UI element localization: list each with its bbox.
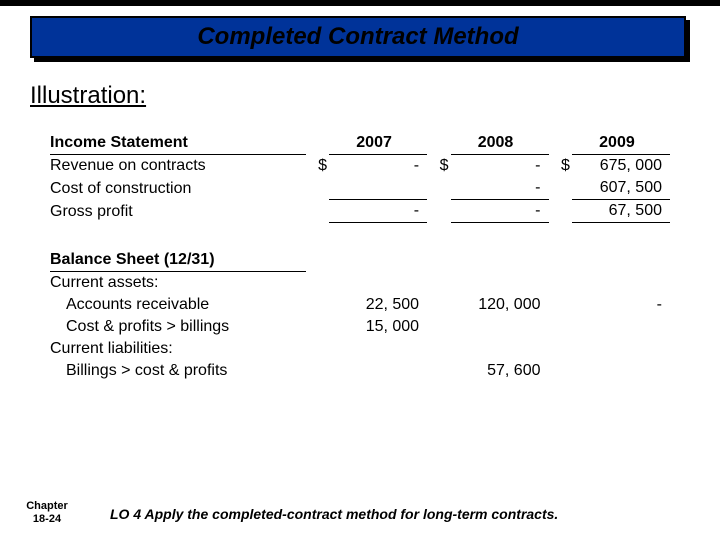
label-cpbill: Cost & profits > billings — [50, 316, 306, 338]
val-cpbill-2 — [451, 316, 549, 338]
val-ar-3: - — [572, 294, 670, 316]
val-cost-1 — [329, 177, 427, 200]
cur-rev-2: $ — [427, 155, 450, 178]
label-revenue: Revenue on contracts — [50, 155, 306, 178]
label-gross: Gross profit — [50, 200, 306, 223]
row-current-assets: Current assets: — [50, 271, 670, 294]
year-2009: 2009 — [572, 132, 670, 155]
income-heading: Income Statement — [50, 132, 306, 155]
row-cpbill: Cost & profits > billings 15, 000 — [50, 316, 670, 338]
label-cost: Cost of construction — [50, 177, 306, 200]
year-2008: 2008 — [451, 132, 549, 155]
row-billcp: Billings > cost & profits 57, 600 — [50, 360, 670, 382]
val-rev-3: 675, 000 — [572, 155, 670, 178]
cur-rev-3: $ — [549, 155, 572, 178]
learning-objective: LO 4 Apply the completed-contract method… — [110, 506, 558, 522]
cur-rev-1: $ — [306, 155, 329, 178]
val-gross-2: - — [451, 200, 549, 223]
val-gross-1: - — [329, 200, 427, 223]
illustration-label: Illustration: — [30, 82, 146, 110]
year-2007: 2007 — [329, 132, 427, 155]
financial-table: Income Statement 2007 2008 2009 Revenue … — [50, 132, 670, 382]
val-cost-3: 607, 500 — [572, 177, 670, 200]
row-gross: Gross profit - - 67, 500 — [50, 200, 670, 223]
title-banner: Completed Contract Method — [30, 16, 686, 58]
chapter-num: 18-24 — [33, 513, 61, 525]
val-ar-2: 120, 000 — [451, 294, 549, 316]
chapter-label: Chapter 18-24 — [20, 500, 74, 526]
val-ar-1: 22, 500 — [329, 294, 427, 316]
val-cpbill-3 — [572, 316, 670, 338]
row-current-liab: Current liabilities: — [50, 338, 670, 360]
header-row: Income Statement 2007 2008 2009 — [50, 132, 670, 155]
label-billcp: Billings > cost & profits — [50, 360, 306, 382]
label-ar: Accounts receivable — [50, 294, 306, 316]
val-rev-1: - — [329, 155, 427, 178]
val-cpbill-1: 15, 000 — [329, 316, 427, 338]
label-current-liab: Current liabilities: — [50, 338, 306, 360]
label-current-assets: Current assets: — [50, 271, 306, 294]
row-cost: Cost of construction - 607, 500 — [50, 177, 670, 200]
val-billcp-3 — [572, 360, 670, 382]
top-black-bar — [0, 0, 720, 6]
val-billcp-1 — [329, 360, 427, 382]
val-cost-2: - — [451, 177, 549, 200]
val-billcp-2: 57, 600 — [451, 360, 549, 382]
chapter-word: Chapter — [26, 500, 68, 512]
row-revenue: Revenue on contracts $ - $ - $ 675, 000 — [50, 155, 670, 178]
balance-heading: Balance Sheet (12/31) — [50, 249, 306, 272]
val-rev-2: - — [451, 155, 549, 178]
row-balance-heading: Balance Sheet (12/31) — [50, 249, 670, 272]
row-ar: Accounts receivable 22, 500 120, 000 - — [50, 294, 670, 316]
val-gross-3: 67, 500 — [572, 200, 670, 223]
